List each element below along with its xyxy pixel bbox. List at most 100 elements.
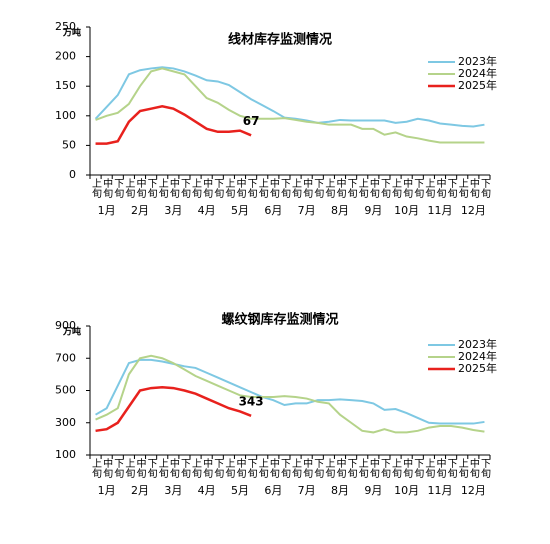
x-tick-label: 中旬 (234, 177, 246, 199)
x-tick-label: 下旬 (445, 458, 457, 479)
x-tick-label: 中旬 (301, 177, 313, 199)
x-tick-label: 中旬 (234, 457, 246, 479)
month-label: 2月 (131, 484, 149, 497)
x-tick-label: 下旬 (245, 178, 257, 199)
unit-label: 万吨 (62, 27, 81, 39)
y-tick-label: 700 (55, 351, 76, 364)
month-label: 10月 (394, 484, 419, 497)
month-label: 4月 (198, 204, 216, 217)
month-label: 7月 (298, 204, 316, 217)
x-tick-label: 中旬 (434, 177, 446, 199)
unit-label: 万吨 (62, 326, 81, 338)
month-label: 4月 (198, 484, 216, 497)
x-tick-label: 上旬 (223, 458, 235, 479)
x-tick-label: 中旬 (134, 457, 146, 479)
month-label: 9月 (364, 204, 382, 217)
x-tick-label: 中旬 (267, 177, 279, 199)
month-label: 10月 (394, 204, 419, 217)
x-tick-label: 中旬 (401, 177, 413, 199)
x-tick-label: 中旬 (101, 457, 113, 479)
x-tick-label: 下旬 (478, 458, 490, 479)
series-line (95, 105, 252, 145)
x-tick-label: 上旬 (190, 178, 202, 199)
x-tick-label: 下旬 (112, 178, 124, 199)
x-tick-label: 中旬 (467, 177, 479, 199)
legend-label: 2023年 (458, 54, 497, 68)
x-tick-label: 下旬 (112, 458, 124, 479)
y-tick-label: 100 (55, 109, 76, 122)
x-tick-label: 下旬 (345, 458, 357, 479)
x-tick-label: 上旬 (456, 178, 468, 199)
x-tick-label: 下旬 (145, 178, 157, 199)
x-tick-label: 下旬 (212, 458, 224, 479)
x-tick-label: 上旬 (290, 178, 302, 199)
x-tick-label: 上旬 (190, 458, 202, 479)
x-tick-label: 中旬 (201, 457, 213, 479)
x-tick-label: 下旬 (312, 178, 324, 199)
x-tick-label: 下旬 (312, 458, 324, 479)
x-tick-label: 下旬 (378, 178, 390, 199)
x-tick-label: 上旬 (356, 458, 368, 479)
month-label: 1月 (98, 484, 116, 497)
x-tick-label: 下旬 (178, 458, 190, 479)
x-tick-label: 上旬 (390, 458, 402, 479)
x-tick-label: 上旬 (356, 178, 368, 199)
month-label: 11月 (428, 484, 453, 497)
x-tick-label: 中旬 (367, 457, 379, 479)
x-tick-label: 下旬 (412, 458, 424, 479)
x-tick-label: 上旬 (90, 458, 102, 479)
y-tick-label: 500 (55, 384, 76, 397)
month-label: 6月 (264, 484, 282, 497)
x-tick-label: 上旬 (123, 178, 135, 199)
month-label: 1月 (98, 204, 116, 217)
month-label: 9月 (364, 484, 382, 497)
y-tick-label: 900 (55, 319, 76, 332)
series-line (95, 358, 485, 425)
x-tick-label: 下旬 (478, 178, 490, 199)
x-tick-label: 下旬 (278, 178, 290, 199)
x-tick-label: 中旬 (334, 457, 346, 479)
x-tick-label: 中旬 (167, 177, 179, 199)
month-label: 12月 (461, 484, 486, 497)
x-tick-label: 中旬 (201, 177, 213, 199)
x-tick-label: 中旬 (134, 177, 146, 199)
x-tick-label: 上旬 (123, 458, 135, 479)
month-label: 3月 (164, 484, 182, 497)
x-tick-label: 下旬 (212, 178, 224, 199)
series-line (95, 67, 485, 144)
y-tick-label: 50 (62, 138, 76, 151)
month-label: 8月 (331, 204, 349, 217)
x-tick-label: 中旬 (101, 177, 113, 199)
x-tick-label: 上旬 (156, 178, 168, 199)
value-label: 343 (239, 394, 264, 408)
legend-label: 2023年 (458, 337, 497, 351)
x-tick-label: 上旬 (156, 458, 168, 479)
month-label: 7月 (298, 484, 316, 497)
x-tick-label: 上旬 (456, 458, 468, 479)
legend-label: 2024年 (458, 349, 497, 363)
x-tick-label: 中旬 (467, 457, 479, 479)
x-tick-label: 下旬 (378, 458, 390, 479)
legend-label: 2024年 (458, 66, 497, 80)
chart-title: 螺纹钢库存监测情况 (221, 312, 338, 328)
y-tick-label: 0 (69, 168, 76, 181)
x-tick-label: 下旬 (445, 178, 457, 199)
month-label: 11月 (428, 204, 453, 217)
x-tick-label: 中旬 (334, 177, 346, 199)
month-label: 8月 (331, 484, 349, 497)
x-tick-label: 上旬 (423, 458, 435, 479)
x-tick-label: 下旬 (178, 178, 190, 199)
x-tick-label: 下旬 (412, 178, 424, 199)
x-tick-label: 下旬 (245, 458, 257, 479)
value-label: 67 (243, 114, 260, 128)
x-tick-label: 上旬 (323, 458, 335, 479)
series-line (95, 386, 252, 433)
x-tick-label: 中旬 (401, 457, 413, 479)
legend-label: 2025年 (458, 361, 497, 375)
x-tick-label: 下旬 (345, 178, 357, 199)
month-label: 5月 (231, 484, 249, 497)
chart-title: 线材库存监测情况 (228, 32, 332, 48)
series-line (94, 66, 485, 128)
month-label: 2月 (131, 204, 149, 217)
